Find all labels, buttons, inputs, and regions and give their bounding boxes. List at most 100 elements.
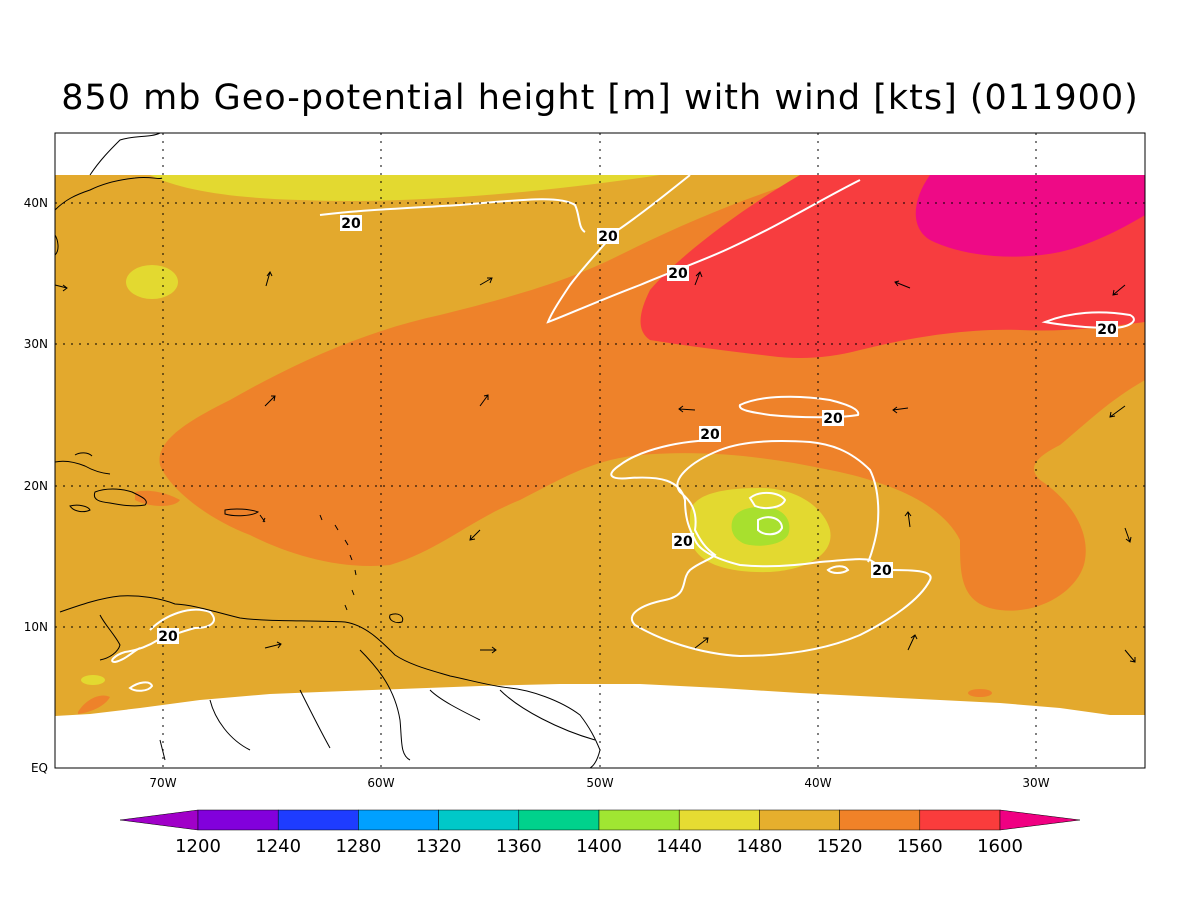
svg-text:20: 20: [823, 411, 843, 427]
colorbar-label: 1440: [656, 836, 702, 857]
plot-frame: [54, 132, 1146, 769]
colorbar-swatch: [919, 809, 1001, 831]
y-tick-label: EQ: [31, 761, 48, 775]
colorbar-label: 1240: [255, 836, 301, 857]
x-tick-label: 60W: [367, 776, 394, 790]
x-tick-label: 40W: [804, 776, 831, 790]
patch-1560-se: [968, 689, 992, 697]
band-1480-top: [150, 175, 660, 201]
contour-20-north: [319, 198, 586, 233]
band-1640: [915, 175, 1145, 257]
colorbar-label: 1600: [977, 836, 1023, 857]
colorbar-swatch: [839, 809, 921, 831]
y-tick-label: 30N: [24, 337, 48, 351]
colorbar-swatch: [759, 809, 840, 831]
contour-label: 20: [667, 265, 689, 282]
coast-north-america: [55, 133, 163, 256]
colorbar-swatch: [277, 809, 359, 831]
colorbar-swatch: [598, 809, 680, 831]
colorbar-label: 1520: [817, 836, 863, 857]
wind-arrow: [892, 406, 909, 414]
contour-label: 20: [597, 228, 619, 245]
wind-arrow: [694, 271, 703, 286]
map-title: 850 mb Geo-potential height [m] with win…: [61, 78, 1139, 118]
wind-arrow: [479, 277, 493, 286]
coast-trinidad: [389, 613, 404, 623]
contour-20-small-4: [757, 516, 784, 536]
x-tick-label: 70W: [149, 776, 176, 790]
colorbar-label: 1400: [576, 836, 622, 857]
colorbar-swatch: [518, 809, 600, 831]
spot-1480-west: [126, 265, 178, 299]
y-tick-label: 10N: [24, 620, 48, 634]
svg-text:20: 20: [341, 216, 361, 232]
wind-arrow: [907, 634, 918, 651]
wind-arrow: [1112, 284, 1126, 296]
grid: [55, 133, 1145, 768]
svg-text:20: 20: [598, 229, 618, 245]
coast-antilles: [319, 514, 357, 611]
contour-20-small-2: [826, 565, 850, 574]
colorbar-label: 1480: [736, 836, 782, 857]
colorbar-label: 1280: [335, 836, 381, 857]
svg-text:20: 20: [673, 534, 693, 550]
contour-label: 20: [822, 410, 844, 427]
spot-1480-car: [81, 675, 105, 685]
contour-label: 20: [699, 426, 721, 443]
wind-arrow: [480, 646, 497, 654]
colorbar-label: 1200: [175, 836, 221, 857]
patch-1560-sw: [78, 695, 110, 714]
wind-arrow: [265, 271, 273, 287]
wind-arrow: [1109, 405, 1126, 418]
contour-20-small-1: [128, 681, 154, 692]
colorbar-swatch: [438, 809, 520, 831]
low-1440: [731, 506, 790, 546]
wind-arrow: [259, 514, 266, 523]
wind-contours: [111, 174, 1135, 692]
contour-label: 20: [871, 562, 893, 579]
coast-cuba: [55, 452, 111, 475]
wind-arrow: [264, 641, 282, 649]
y-tick-label: 20N: [24, 479, 48, 493]
svg-text:20: 20: [158, 629, 178, 645]
contour-20-east: [1041, 311, 1135, 330]
wind-arrow: [469, 529, 481, 541]
colorbar-swatch: [678, 809, 760, 831]
colorbar-swatch: [358, 809, 439, 831]
coast-hispaniola: [93, 488, 147, 507]
colorbar: 1200 1240 1280 1320 1360 1400 1440 1480 1520 1560…: [119, 809, 1081, 857]
contour-20-mid: [738, 395, 860, 419]
colorbar-label: 1360: [496, 836, 542, 857]
y-tick-label: 40N: [24, 196, 48, 210]
colorbar-swatch: [197, 809, 279, 831]
wind-arrow: [264, 395, 276, 407]
wind-arrow: [894, 280, 911, 289]
wind-arrow: [1124, 527, 1132, 543]
x-tick-label: 30W: [1022, 776, 1049, 790]
coastlines: [55, 133, 601, 768]
svg-text:20: 20: [700, 427, 720, 443]
svg-text:20: 20: [872, 563, 892, 579]
contour-label-group: 20 20 20 20 20 20 20 20 20: [157, 215, 1118, 645]
colorbar-arrow-low: [119, 809, 199, 831]
wind-arrow: [694, 637, 709, 649]
svg-text:20: 20: [1097, 322, 1117, 338]
colorbar-label: 1560: [897, 836, 943, 857]
wind-arrow: [54, 284, 68, 292]
x-axis: 70W 60W 50W 40W 30W: [149, 776, 1049, 790]
coast-jamaica: [69, 504, 91, 513]
contour-label: 20: [340, 215, 362, 232]
contour-label: 20: [672, 533, 694, 550]
colorbar-arrow-high: [999, 809, 1081, 831]
coast-puerto-rico: [224, 508, 260, 517]
contour-label: 20: [157, 628, 179, 645]
contour-20-small-3: [748, 492, 787, 509]
x-tick-label: 50W: [586, 776, 613, 790]
contour-20-storm: [610, 439, 932, 658]
wind-arrow: [904, 511, 912, 528]
coast-south-america: [59, 595, 601, 768]
wind-arrow: [678, 405, 696, 413]
contour-label: 20: [1096, 321, 1118, 338]
wind-arrow: [1124, 649, 1136, 663]
